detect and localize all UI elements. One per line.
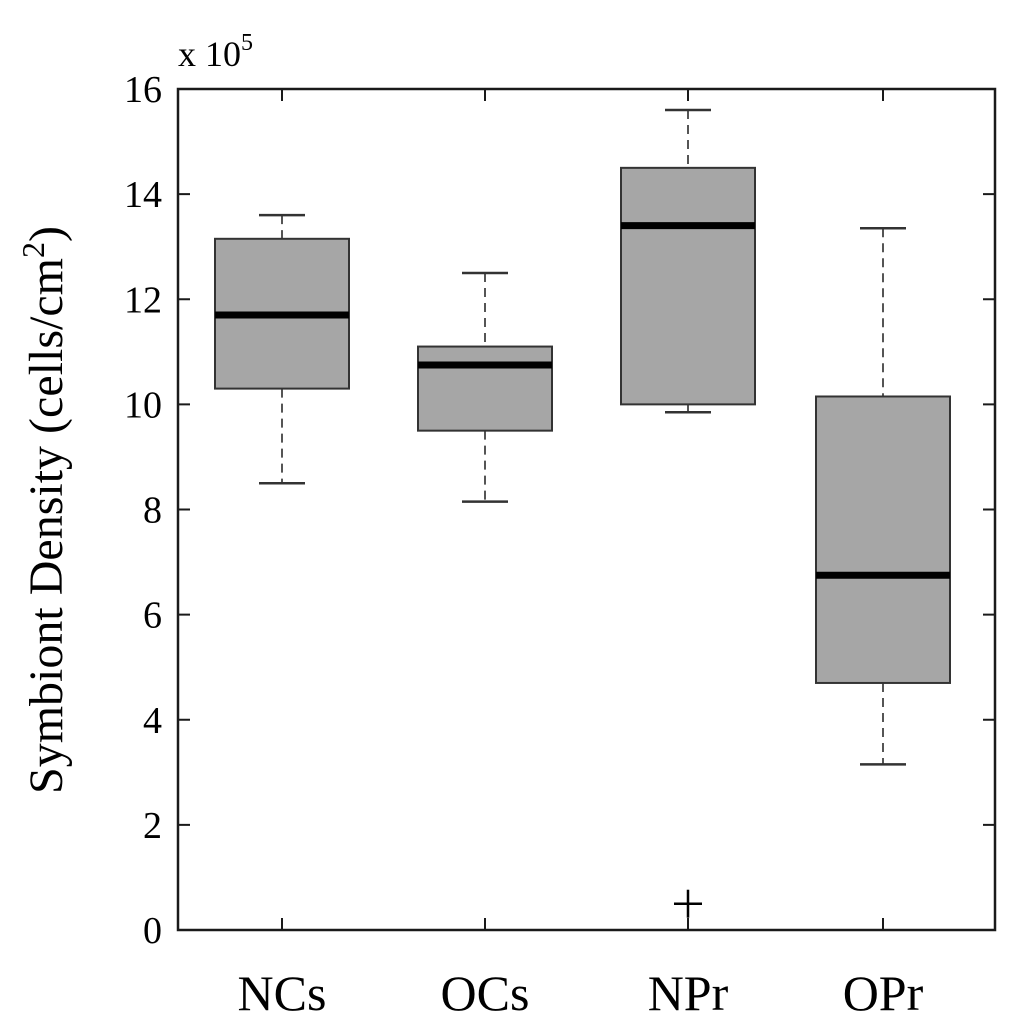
y-tick-label: 8 — [143, 490, 162, 532]
x-tick-label-opr: OPr — [843, 965, 924, 1021]
x-axis-ticks: NCs OCs NPr OPr — [238, 89, 924, 1021]
y-tick-label: 4 — [143, 700, 162, 742]
y-axis-ticks: 0 2 4 6 8 10 12 14 16 — [124, 69, 995, 952]
x-tick-label-npr: NPr — [648, 965, 729, 1021]
box-ocs — [417, 271, 553, 503]
y-tick-label: 0 — [143, 910, 162, 952]
box-opr — [815, 227, 951, 766]
y-tick-label: 2 — [143, 805, 162, 847]
y-tick-label: 12 — [124, 279, 162, 321]
outlier-marker — [674, 889, 702, 918]
x-tick-label-ocs: OCs — [441, 965, 530, 1021]
y-axis-label: Symbiont Density (cells/cm2) — [15, 226, 73, 794]
box-ncs — [214, 213, 350, 485]
y-tick-label: 10 — [124, 384, 162, 426]
y-tick-label: 14 — [124, 174, 162, 216]
interquartile-box — [815, 395, 951, 684]
interquartile-box — [620, 166, 756, 406]
x-tick-label-ncs: NCs — [238, 965, 327, 1021]
box-npr — [620, 108, 756, 918]
interquartile-box — [417, 345, 553, 432]
y-tick-label: 16 — [124, 69, 162, 111]
box-series — [214, 108, 951, 918]
y-axis-exponent-label: x 105 — [178, 30, 253, 74]
y-tick-label: 6 — [143, 595, 162, 637]
